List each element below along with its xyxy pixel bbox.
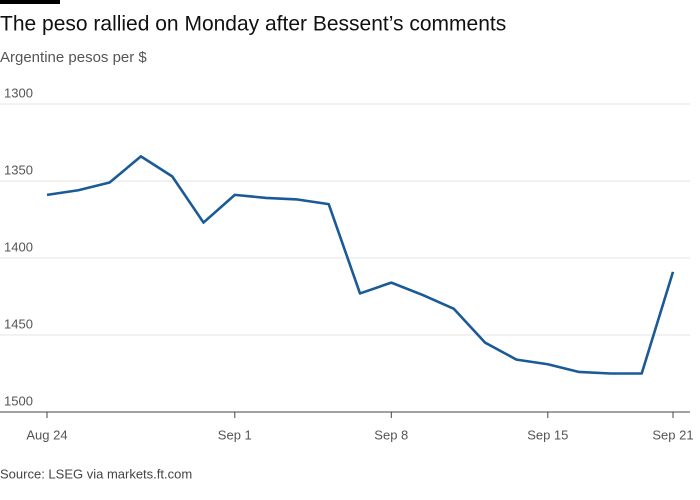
y-tick-label: 1400 bbox=[4, 239, 33, 254]
x-tick-label: Sep 15 bbox=[527, 427, 568, 442]
y-tick-label: 1450 bbox=[4, 316, 33, 331]
x-tick-label: Sep 1 bbox=[218, 427, 252, 442]
line-series bbox=[46, 155, 675, 375]
y-tick-label: 1500 bbox=[4, 393, 33, 408]
source: Source: LSEG via markets.ft.com bbox=[0, 466, 192, 481]
chart-title: The peso rallied on Monday after Bessent… bbox=[0, 13, 506, 36]
x-tick-label: Aug 24 bbox=[26, 427, 67, 442]
x-tick-label: Sep 21 bbox=[652, 427, 693, 442]
chart-subtitle: Argentine pesos per $ bbox=[0, 49, 147, 66]
y-tick-label: 1350 bbox=[4, 162, 33, 177]
brand-bar bbox=[0, 0, 60, 4]
y-tick-label: 1300 bbox=[4, 85, 33, 100]
x-tick-label: Sep 8 bbox=[374, 427, 408, 442]
